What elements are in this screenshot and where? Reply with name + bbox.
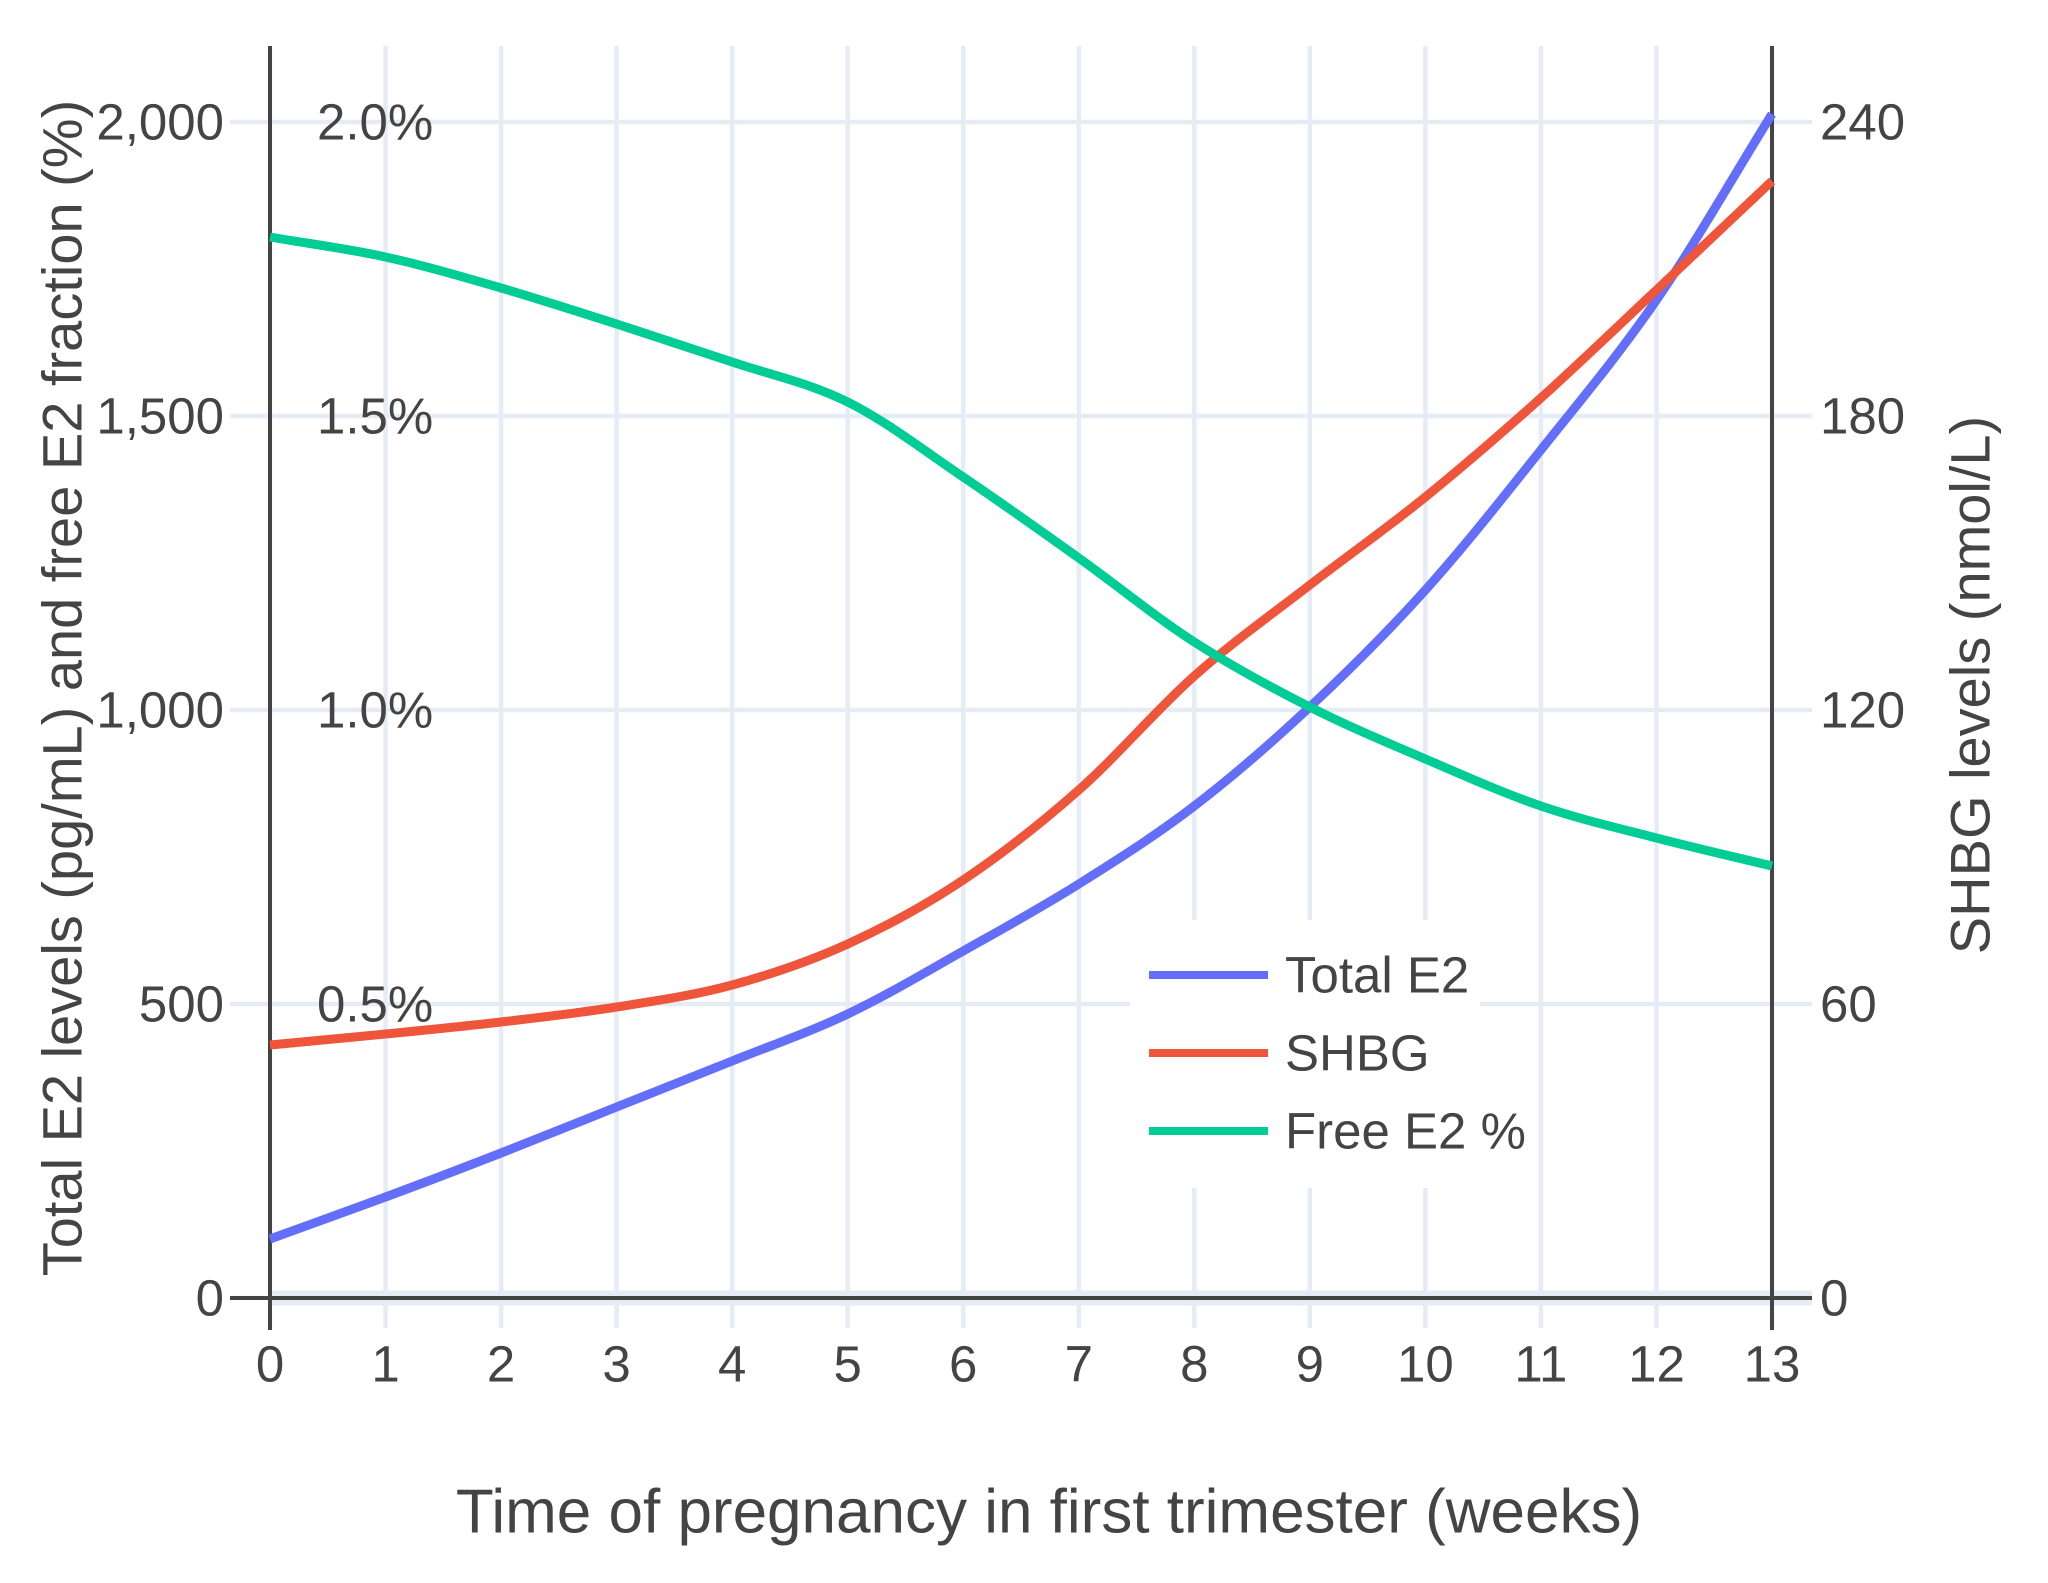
svg-text:Free E2 %: Free E2 % — [1285, 1103, 1526, 1160]
svg-text:1,500: 1,500 — [96, 388, 224, 445]
svg-text:11: 11 — [1514, 1336, 1567, 1393]
svg-text:1.0%: 1.0% — [317, 682, 433, 739]
svg-text:SHBG levels (nmol/L): SHBG levels (nmol/L) — [1939, 416, 2002, 954]
svg-text:12: 12 — [1628, 1336, 1685, 1393]
svg-text:5: 5 — [834, 1336, 862, 1393]
svg-text:SHBG: SHBG — [1285, 1025, 1430, 1082]
svg-text:8: 8 — [1180, 1336, 1208, 1393]
svg-text:120: 120 — [1820, 682, 1905, 739]
svg-text:4: 4 — [718, 1336, 746, 1393]
svg-text:180: 180 — [1820, 388, 1905, 445]
svg-text:500: 500 — [139, 976, 224, 1033]
svg-text:7: 7 — [1065, 1336, 1093, 1393]
svg-text:0: 0 — [1820, 1270, 1848, 1327]
svg-text:10: 10 — [1397, 1336, 1454, 1393]
svg-text:2: 2 — [487, 1336, 515, 1393]
svg-text:6: 6 — [949, 1336, 977, 1393]
svg-text:2,000: 2,000 — [96, 94, 224, 151]
svg-text:13: 13 — [1744, 1336, 1801, 1393]
svg-text:2.0%: 2.0% — [317, 94, 433, 151]
svg-text:0: 0 — [256, 1336, 284, 1393]
svg-text:Total E2 levels (pg/mL) and fr: Total E2 levels (pg/mL) and free E2 frac… — [31, 100, 94, 1277]
svg-text:1,000: 1,000 — [96, 682, 224, 739]
svg-text:9: 9 — [1296, 1336, 1324, 1393]
svg-text:0.5%: 0.5% — [317, 976, 433, 1033]
svg-text:Time of pregnancy in first tri: Time of pregnancy in first trimester (we… — [456, 1478, 1642, 1547]
svg-text:1.5%: 1.5% — [317, 388, 433, 445]
svg-text:0: 0 — [196, 1270, 224, 1327]
svg-text:60: 60 — [1820, 976, 1877, 1033]
svg-text:1: 1 — [371, 1336, 399, 1393]
svg-text:240: 240 — [1820, 94, 1905, 151]
svg-text:Total E2: Total E2 — [1285, 947, 1469, 1004]
svg-text:3: 3 — [602, 1336, 630, 1393]
